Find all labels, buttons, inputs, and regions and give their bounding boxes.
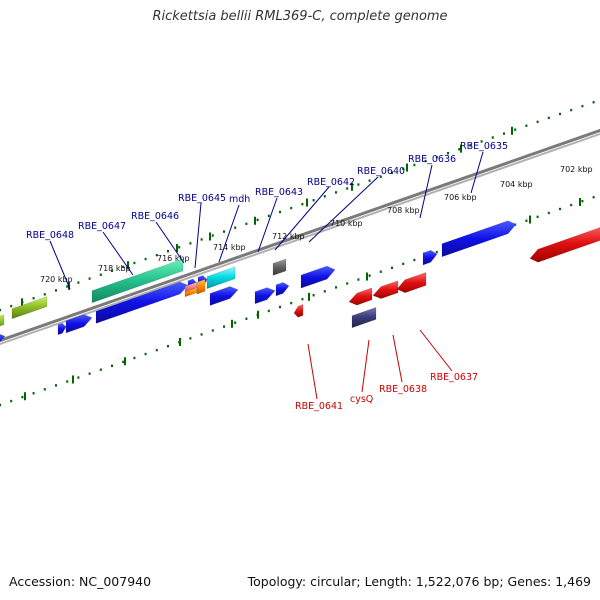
label-leader-line [361,339,370,393]
tick-label: 702 kbp [560,165,593,174]
gene-feature-arrow [196,278,206,295]
gene-feature-arrow [91,258,184,304]
gene-feature-arrow [529,227,600,263]
gene-feature-arrow [275,282,290,297]
tick-label: 708 kbp [387,206,420,215]
label-leader-line [218,204,240,263]
label-leader-line [470,151,484,194]
gene-feature-arrow [272,258,287,276]
tick-label: 710 kbp [330,219,363,228]
gene-feature-arrow [11,296,48,320]
gene-label-forward: mdh [229,194,250,205]
gene-label-forward: RBE_0643 [255,187,303,198]
gene-feature-arrow [300,265,336,289]
gene-feature-arrow [206,266,236,290]
label-leader-lines [49,151,484,400]
label-leader-line [307,343,318,400]
gene-feature-arrow [209,286,239,306]
accession-label: Accession: NC_007940 [9,574,152,589]
gene-feature-arrow [95,281,189,324]
gene-label-reverse: cysQ [350,394,373,405]
label-leader-line [102,231,134,276]
tick-label: 716 kbp [157,254,190,263]
tick-label: 718 kbp [98,264,131,273]
gene-feature-arrow [422,249,438,266]
label-leader-line [419,164,433,219]
gene-feature-arrow [372,280,399,299]
genome-backbone [0,128,600,346]
gene-feature-arrow [396,271,427,294]
gene-label-forward: RBE_0648 [26,230,74,241]
gene-feature-arrow [0,333,6,343]
gene-feature-arrow [351,306,377,329]
label-leader-line [392,334,403,383]
gene-label-forward: RBE_0645 [178,193,226,204]
label-leader-line [257,197,278,253]
label-leader-line [155,221,185,264]
scale-ticks [0,101,595,407]
label-leader-line [274,186,330,251]
backbone-line [0,128,600,343]
gene-label-forward: RBE_0640 [357,166,405,177]
label-leader-line [419,329,453,372]
gene-label-forward: RBE_0646 [131,211,179,222]
gene-feature-arrow [0,314,5,327]
tick-label: 712 kbp [272,232,305,241]
gene-label-reverse: RBE_0641 [295,401,343,412]
gene-feature-arrow [348,287,373,306]
gene-label-forward: RBE_0636 [408,154,456,165]
label-leader-line [49,240,71,290]
backbone-shadow [0,132,600,346]
gene-labels: RBE_0648 RBE_0647 RBE_0646 RBE_0645 mdh RBE_0… [26,141,508,412]
gene-feature-arrow [254,287,276,305]
gene-feature-arrow [65,314,93,334]
tick-label: 704 kbp [500,180,533,189]
gene-label-reverse: RBE_0638 [379,384,427,395]
tick-label: 714 kbp [213,243,246,252]
gene-label-forward: RBE_0642 [307,177,355,188]
gene-feature-arrow [441,220,517,258]
gene-features [0,220,600,343]
map-title: Rickettsia bellii RML369-C, complete gen… [152,9,448,24]
gene-label-forward: RBE_0647 [78,221,126,232]
gene-label-reverse: RBE_0637 [430,372,478,383]
tick-label: 720 kbp [40,275,73,284]
tick-label: 706 kbp [444,193,477,202]
gene-feature-arrow [293,303,304,318]
label-leader-line [308,176,379,243]
label-leader-line [194,202,202,269]
genome-summary: Topology: circular; Length: 1,522,076 bp… [247,574,591,589]
gene-label-forward: RBE_0635 [460,141,508,152]
scale-tick-labels: 702 kbp 704 kbp 706 kbp 708 kbp 710 kbp 712 k… [40,165,593,284]
gene-feature-arrow [57,322,67,336]
